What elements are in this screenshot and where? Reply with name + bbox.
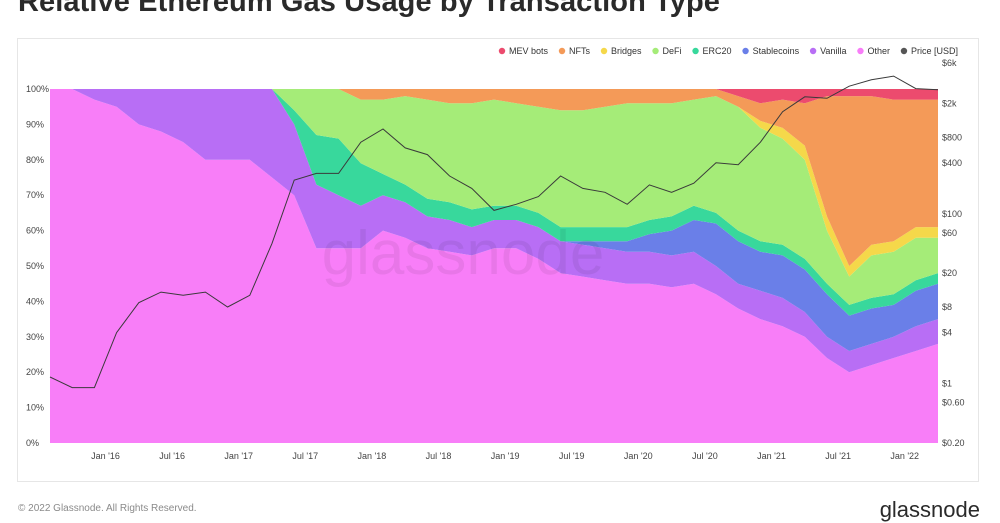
y-right-tick-label: $60 [942,228,957,238]
legend-item-erc20[interactable]: ERC20 [692,46,732,56]
footer-logo: glassnode [879,497,980,522]
x-tick-label: Jul '17 [292,451,318,461]
y-left-tick-label: 40% [26,296,44,306]
legend-label: MEV bots [509,46,549,56]
y-left-tick-label: 60% [26,226,44,236]
legend-swatch [742,47,749,55]
x-tick-label: Jan '17 [224,451,253,461]
legend-swatch [558,47,566,55]
legend-item-stablecoins[interactable]: Stablecoins [742,46,800,56]
x-tick-label: Jan '18 [358,451,387,461]
y-left-tick-label: 20% [26,367,44,377]
y-right-tick-label: $100 [942,209,962,219]
legend-label: Stablecoins [753,46,800,56]
legend-swatch [600,47,608,55]
y-left-tick-label: 0% [26,438,39,448]
chart-card: glassnode 0% 10% 20% 30% 40% 50% 60% 70% 80% 90% 1… [17,38,979,482]
y-left-tick-label: 10% [26,403,44,413]
left-y-axis: 0% 10% 20% 30% 40% 50% 60% 70% 80% 90% 100% [26,84,49,448]
legend-label: Price [USD] [911,46,958,56]
legend-item-vanilla[interactable]: Vanilla [809,46,847,56]
x-tick-label: Jan '20 [624,451,653,461]
area-mev-bots [50,89,938,104]
x-tick-label: Jan '22 [890,451,919,461]
legend[interactable]: MEV bots NFTs Bridges DeFi ERC20 Stablecoins V… [498,46,958,56]
page-title: Relative Ethereum Gas Usage by Transacti… [18,0,721,18]
y-right-tick-label: $1 [942,379,952,389]
y-right-tick-label: $0.60 [942,398,965,408]
y-left-tick-label: 90% [26,119,44,129]
legend-swatch [809,47,817,55]
legend-swatch [498,47,506,55]
y-right-tick-label: $20 [942,268,957,278]
legend-item-other[interactable]: Other [857,46,890,56]
x-tick-label: Jul '20 [692,451,718,461]
watermark: glassnode [322,219,605,288]
y-left-tick-label: 50% [26,261,44,271]
x-axis: Jan '16 Jul '16 Jan '17 Jul '17 Jan '18 Jul '… [91,451,919,461]
x-tick-label: Jan '19 [491,451,520,461]
y-right-tick-label: $8 [942,302,952,312]
legend-swatch [652,47,659,55]
area-defi [50,89,938,305]
footer-copyright: © 2022 Glassnode. All Rights Reserved. [18,503,197,514]
x-tick-label: Jan '16 [91,451,120,461]
legend-label: ERC20 [703,46,732,56]
y-right-tick-label: $400 [942,158,962,168]
right-y-axis: $0.20 $0.60 $1 $4 $8 $20 $60 $100 $400 $800 $2k $6k [942,58,965,448]
y-left-tick-label: 70% [26,190,44,200]
chart-svg: glassnode 0% 10% 20% 30% 40% 50% 60% 70% 80% 90% 1… [26,46,965,461]
stacked-areas [50,89,938,443]
y-right-tick-label: $4 [942,328,952,338]
x-tick-label: Jan '21 [757,451,786,461]
area-nfts [50,89,938,266]
y-left-tick-label: 100% [26,84,49,94]
legend-item-price-usd[interactable]: Price [USD] [900,46,958,56]
legend-label: NFTs [569,46,590,56]
x-tick-label: Jul '21 [825,451,851,461]
legend-label: DeFi [663,46,682,56]
legend-label: Vanilla [820,46,846,56]
legend-item-bridges[interactable]: Bridges [600,46,642,56]
x-tick-label: Jul '19 [559,451,585,461]
price-line-group [49,75,939,389]
price-line [49,75,939,389]
y-right-tick-label: $6k [942,58,957,68]
legend-label: Other [867,46,890,56]
legend-item-mev-bots[interactable]: MEV bots [498,46,549,56]
area-stablecoins [50,89,938,351]
y-left-tick-label: 30% [26,332,44,342]
legend-item-defi[interactable]: DeFi [652,46,682,56]
x-tick-label: Jul '18 [426,451,452,461]
x-tick-label: Jul '16 [159,451,185,461]
y-right-tick-label: $800 [942,132,962,142]
area-vanilla [50,89,938,373]
legend-swatch [900,47,908,55]
y-left-tick-label: 80% [26,155,44,165]
legend-item-nfts[interactable]: NFTs [558,46,591,56]
y-right-tick-label: $2k [942,98,957,108]
legend-swatch [692,47,699,55]
y-right-tick-label: $0.20 [942,438,965,448]
legend-swatch [857,47,864,55]
legend-label: Bridges [611,46,642,56]
